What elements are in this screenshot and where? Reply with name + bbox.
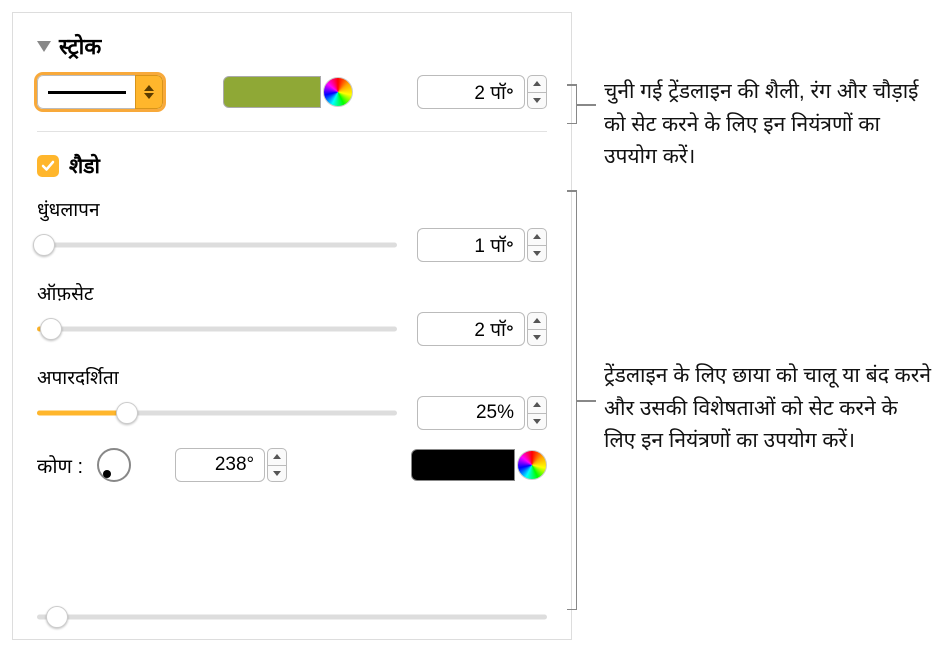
shadow-title: शैडो [69, 152, 100, 180]
shadow-checkbox-row[interactable]: शैडो [37, 152, 547, 180]
divider [37, 131, 547, 132]
blur-slider[interactable] [37, 233, 397, 257]
offset-slider[interactable] [37, 317, 397, 341]
blur-block: धुंधलापन [37, 196, 547, 262]
stroke-color-well[interactable] [223, 76, 321, 108]
shadow-checkbox[interactable] [37, 155, 59, 177]
angle-input[interactable] [175, 448, 265, 482]
opacity-input[interactable] [417, 396, 525, 430]
stroke-width-up[interactable] [527, 75, 547, 92]
opacity-block: अपारदर्शिता [37, 364, 547, 430]
stroke-controls-row [37, 75, 547, 109]
stroke-width-down[interactable] [527, 92, 547, 110]
angle-up[interactable] [267, 448, 287, 465]
angle-down[interactable] [267, 465, 287, 483]
angle-row: कोण : [37, 448, 547, 482]
stroke-width-stepper[interactable] [417, 75, 547, 109]
inspector-panel: स्ट्रोक शैडो धुंधलापन [12, 12, 572, 640]
blur-stepper[interactable] [417, 228, 547, 262]
shadow-color-well[interactable] [411, 449, 515, 481]
opacity-stepper[interactable] [417, 396, 547, 430]
blur-up[interactable] [527, 228, 547, 245]
callout-connector-bottom [576, 400, 596, 402]
offset-down[interactable] [527, 329, 547, 347]
callout-top: चुनी गई ट्रेंडलाइन की शैली, रंग और चौड़ा… [604, 76, 934, 174]
extra-slider[interactable] [37, 607, 547, 627]
opacity-down[interactable] [527, 413, 547, 431]
stroke-style-preview [37, 75, 135, 109]
stroke-width-input[interactable] [417, 75, 525, 109]
opacity-slider[interactable] [37, 401, 397, 425]
stroke-section-header[interactable]: स्ट्रोक [37, 31, 547, 61]
stroke-style-arrow[interactable] [135, 75, 163, 109]
opacity-up[interactable] [527, 396, 547, 413]
blur-input[interactable] [417, 228, 525, 262]
angle-stepper[interactable] [175, 448, 287, 482]
stroke-title: स्ट्रोक [59, 31, 101, 61]
opacity-label: अपारदर्शिता [37, 364, 547, 390]
callout-connector-top [576, 104, 596, 106]
callout-bottom: ट्रेंडलाइन के लिए छाया को चालू या बंद कर… [604, 360, 934, 458]
check-icon [41, 159, 55, 173]
offset-label: ऑफ़सेट [37, 280, 547, 306]
blur-label: धुंधलापन [37, 196, 547, 222]
offset-up[interactable] [527, 312, 547, 329]
angle-dial[interactable] [97, 448, 131, 482]
chevron-down-icon [37, 41, 51, 52]
color-wheel-icon[interactable] [323, 77, 353, 107]
angle-label: कोण : [37, 452, 83, 479]
shadow-color-wheel-icon[interactable] [517, 450, 547, 480]
offset-stepper[interactable] [417, 312, 547, 346]
stroke-style-popup[interactable] [37, 75, 163, 109]
offset-input[interactable] [417, 312, 525, 346]
blur-down[interactable] [527, 245, 547, 263]
offset-block: ऑफ़सेट [37, 280, 547, 346]
